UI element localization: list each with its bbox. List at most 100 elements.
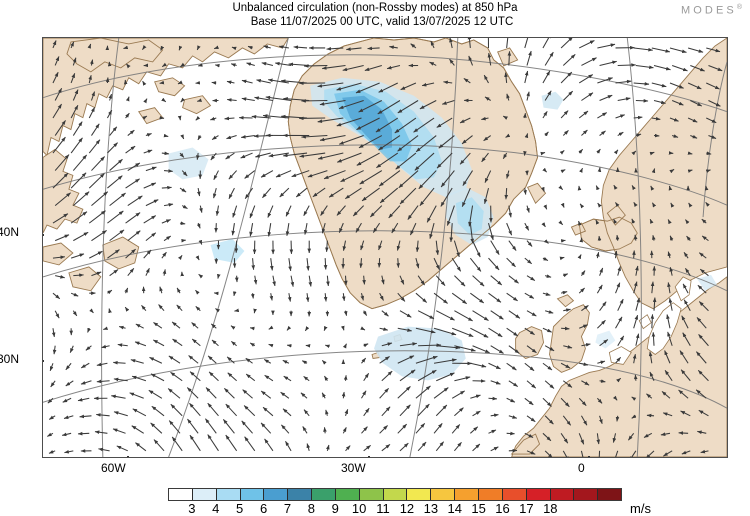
wind-arrow [288, 258, 292, 272]
wind-arrow [278, 45, 289, 49]
landmass-labrador-coast [43, 148, 84, 234]
wind-arrow [635, 64, 654, 70]
landmass-great-britain [549, 304, 590, 373]
wind-arrow [698, 334, 709, 347]
wind-arrow [245, 357, 253, 364]
colorbar-segment-11 [431, 489, 456, 500]
wind-arrow [225, 403, 238, 417]
wind-arrow [508, 205, 512, 218]
colorbar-tick-4: 4 [212, 501, 220, 516]
colorbar-tick-6: 6 [259, 501, 268, 516]
wind-arrow [433, 387, 449, 399]
wind-arrow [323, 325, 328, 331]
wind-arrow [399, 442, 409, 452]
inland-water-layer [608, 276, 692, 365]
wind-arrow [55, 275, 65, 279]
wind-arrow [376, 152, 399, 169]
colorbar-tick-10: 10 [351, 501, 367, 516]
wind-arrow [241, 79, 253, 84]
wind-arrow [690, 134, 698, 139]
wind-arrow [47, 397, 54, 404]
wind-arrow [321, 64, 346, 70]
wind-arrow [113, 411, 128, 417]
wind-arrow [614, 250, 618, 259]
wind-arrow [578, 110, 589, 119]
wind-arrow [283, 375, 292, 382]
wind-arrow [449, 58, 455, 66]
wind-arrow [617, 97, 631, 102]
wind-arrow [163, 169, 173, 173]
wind-arrow [363, 343, 369, 348]
wind-arrow [142, 80, 147, 86]
landmass-arctic-fragment-b [182, 95, 212, 115]
wind-arrow [706, 82, 720, 90]
colorbar-tick-15: 15 [471, 501, 486, 516]
wind-arrow [260, 390, 272, 399]
wind-arrow [143, 215, 157, 224]
wind-arrow [523, 188, 527, 195]
colorbar-tick-8: 8 [307, 501, 315, 516]
wind-arrow [542, 432, 552, 442]
wind-arrow [362, 310, 368, 316]
wind-arrow [682, 332, 691, 346]
graticule-lon-30e [702, 61, 727, 218]
wind-arrow [295, 187, 308, 198]
wind-arrow [433, 292, 448, 304]
wind-arrow [208, 371, 219, 382]
wind-arrow [635, 133, 642, 138]
wind-arrow [141, 304, 147, 312]
wind-arrow [77, 431, 90, 436]
wind-arrow [336, 82, 362, 91]
wind-arrow [648, 351, 653, 364]
wind-arrow [579, 324, 588, 329]
wind-arrow [633, 47, 653, 52]
wind-arrow [199, 205, 203, 213]
wind-arrow [337, 152, 362, 163]
wind-arrow [671, 100, 684, 106]
wind-arrow [666, 314, 671, 329]
axis-label-lat-30n: 30N [0, 352, 20, 366]
wind-arrow [615, 202, 620, 208]
wind-arrow [52, 40, 57, 49]
wind-arrow [88, 173, 105, 189]
wind-arrow [163, 203, 174, 207]
wind-arrow [135, 323, 144, 329]
wind-arrow [381, 275, 385, 285]
wind-arrow [417, 310, 435, 320]
axis-label-lon-0: 0 [578, 461, 585, 475]
wind-arrow [303, 64, 328, 68]
wind-arrow [226, 98, 237, 102]
wind-arrow [379, 327, 388, 331]
wind-arrow [504, 72, 508, 84]
wind-arrow [143, 149, 153, 154]
wind-arrow [282, 359, 290, 364]
wind-arrow [436, 345, 461, 350]
colorbar-tick-13: 13 [423, 501, 439, 516]
wind-arrow [260, 422, 272, 434]
wind-arrow [91, 230, 107, 242]
colorbar-segment-18 [598, 489, 622, 500]
wind-arrow [472, 345, 490, 354]
wind-arrow [507, 51, 512, 66]
wind-arrow [542, 292, 551, 296]
wind-arrow [320, 205, 328, 216]
wind-arrow [326, 444, 330, 451]
wind-arrow [378, 82, 398, 93]
chart-subtitle: Base 11/07/2025 00 UTC, valid 13/07/2025… [250, 15, 514, 28]
wind-arrow [176, 304, 183, 312]
wind-arrow [615, 356, 622, 364]
wind-arrow [52, 345, 57, 355]
wind-arrow [633, 281, 638, 294]
wind-arrow [264, 438, 274, 452]
tick-lon-60w [127, 456, 129, 457]
wind-arrow [396, 258, 400, 268]
wind-arrow [90, 91, 96, 101]
wind-arrow [597, 360, 606, 365]
wind-arrow [468, 205, 474, 227]
wind-arrow [345, 445, 351, 452]
wind-arrow [70, 105, 79, 119]
wind-arrow [342, 427, 347, 434]
wind-arrow [617, 63, 636, 67]
wind-arrow [70, 292, 79, 297]
wind-vector-field [47, 38, 723, 457]
